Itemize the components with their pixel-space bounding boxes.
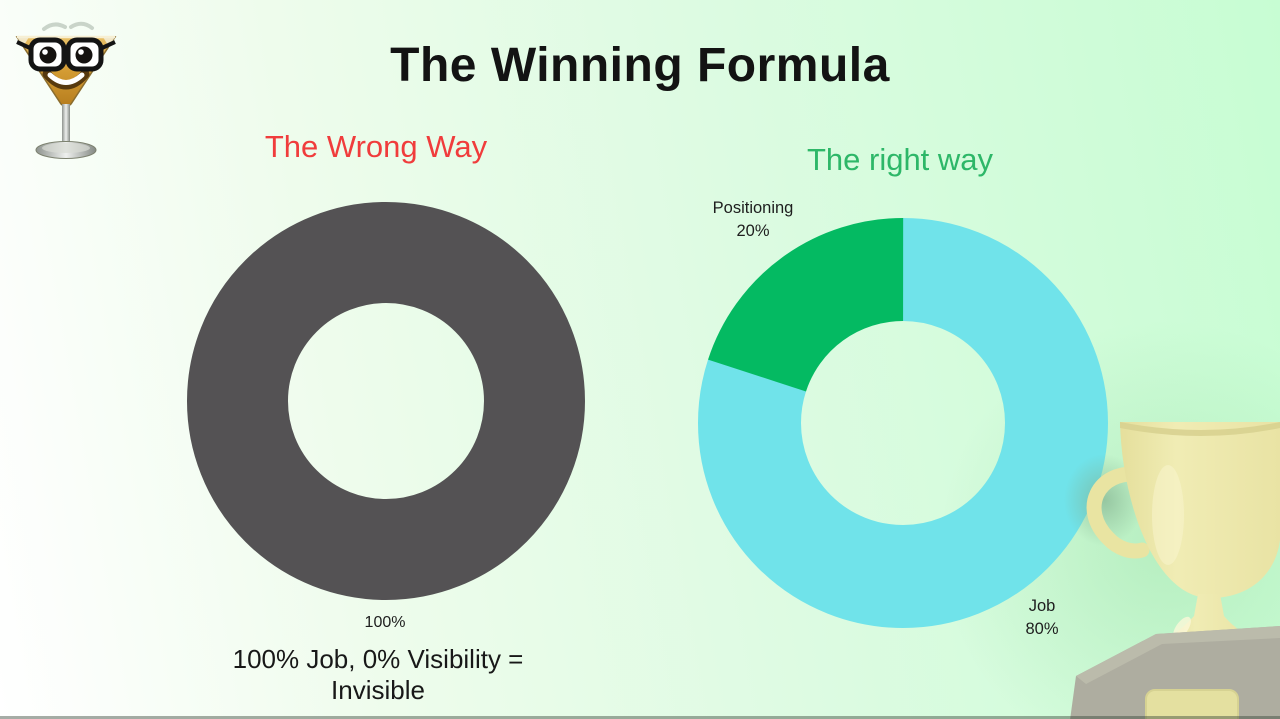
right-way-donut-chart — [698, 217, 1108, 628]
wrong-way-donut-chart — [187, 202, 585, 600]
martini-glass-face-icon — [15, 21, 117, 159]
positioning-slice-label: Positioning 20% — [713, 197, 794, 243]
job-slice-label: Job 80% — [1025, 595, 1058, 641]
right-way-heading: The right way — [806, 142, 994, 177]
wrong-way-slice-value: 100% — [364, 614, 406, 631]
donut-slice-positioning — [698, 217, 1108, 628]
positioning-slice-name: Positioning — [712, 199, 794, 217]
bottom-edge-strip — [0, 716, 1280, 719]
positioning-slice-value: 20% — [736, 222, 770, 240]
job-slice-value: 80% — [1025, 620, 1059, 638]
wrong-way-heading: The Wrong Way — [264, 129, 488, 164]
wrong-way-caption-line2: Invisible — [331, 675, 425, 705]
donut-slice-job — [187, 202, 585, 600]
trophy-icon — [1064, 422, 1280, 719]
page-title: The Winning Formula — [390, 39, 890, 92]
wrong-way-caption-line1: 100% Job, 0% Visibility = — [232, 644, 524, 674]
job-slice-name: Job — [1028, 597, 1056, 615]
wrong-way-caption: 100% Job, 0% Visibility = Invisible — [98, 644, 658, 706]
